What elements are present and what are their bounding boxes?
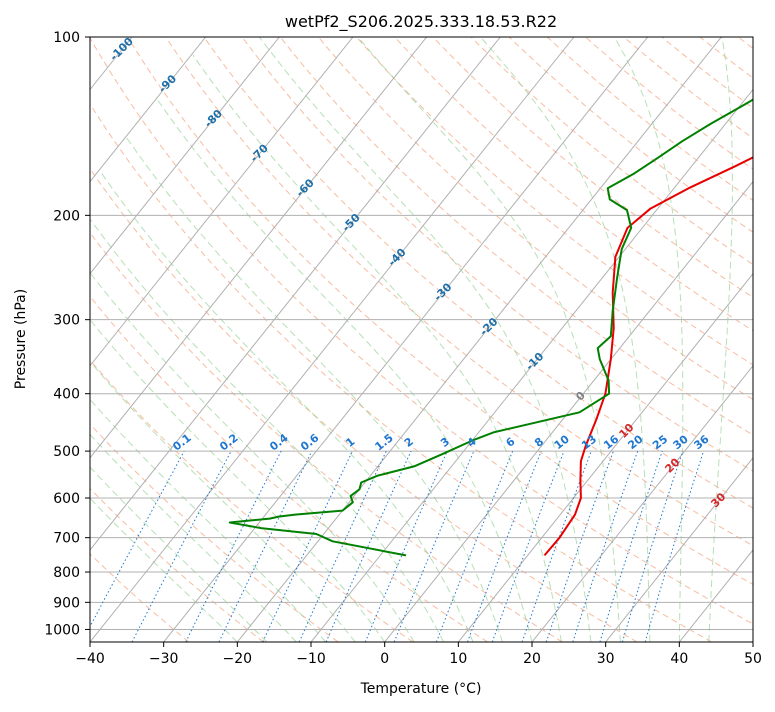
dry-adiabat (0, 37, 338, 642)
isotherm-label: -90 (156, 72, 179, 95)
isotherm-label: -70 (248, 141, 271, 164)
isotherm-label: 20 (662, 455, 682, 475)
y-tick-label: 500 (53, 444, 80, 460)
dry-adiabat (738, 37, 775, 642)
chart-title: wetPf2_S206.2025.333.18.53.R22 (285, 12, 557, 32)
y-tick-label: 800 (53, 565, 80, 581)
isotherm-label: -50 (340, 211, 363, 234)
isotherm-line (606, 37, 775, 642)
dewpoint-profile-line (230, 37, 775, 555)
mixing-ratio-label: 6 (504, 435, 518, 450)
mixing-ratio-label: 30 (671, 432, 691, 452)
mixing-ratio-line (600, 451, 663, 642)
x-tick-label: −30 (149, 651, 179, 667)
mixing-ratio-label: 0.1 (170, 431, 193, 453)
dry-adiabat (90, 37, 775, 642)
isotherm-line (0, 37, 353, 642)
isotherm-line (0, 37, 58, 642)
dry-adiabat (0, 37, 488, 642)
mixing-ratio-label: 25 (650, 433, 670, 453)
x-axis-label: Temperature (°C) (360, 681, 482, 697)
x-tick-label: −40 (75, 651, 105, 667)
mixing-ratio-label: 0.2 (217, 431, 240, 453)
isotherm-label: -20 (477, 315, 500, 338)
x-tick-label: 0 (380, 651, 389, 667)
dry-adiabat (242, 37, 775, 642)
y-tick-label: 1000 (44, 622, 80, 638)
mixing-ratio-line (645, 451, 703, 642)
mixing-ratio-line (263, 451, 353, 642)
isotherm-line (458, 37, 775, 642)
moist-adiabat (126, 137, 503, 642)
mixing-ratio-label: 3 (438, 435, 452, 450)
dry-adiabat (357, 37, 775, 642)
mixing-ratio-label: 2 (402, 435, 416, 450)
mixing-ratio-label: 0.4 (267, 431, 291, 453)
y-axis-label: Pressure (hPa) (13, 289, 29, 389)
isotherm-label: -60 (294, 176, 317, 199)
moist-adiabat (0, 309, 296, 642)
y-tick-label: 100 (53, 30, 80, 46)
mixing-ratio-line (622, 451, 683, 642)
mixing-ratio-label: 0.6 (298, 431, 322, 453)
y-tick-label: 900 (53, 595, 80, 611)
x-tick-label: 40 (670, 651, 688, 667)
isotherm-line (237, 37, 721, 642)
isotherm-line (16, 37, 500, 642)
x-tick-label: 20 (523, 651, 541, 667)
y-tick-label: 700 (53, 531, 80, 547)
x-tick-label: −10 (296, 651, 326, 667)
isotherm-line (753, 37, 775, 642)
isotherm-line (0, 37, 206, 642)
dry-adiabat (586, 37, 775, 642)
dry-adiabat (700, 37, 775, 642)
isotherm-label: 40 (754, 525, 774, 545)
moist-adiabat (5, 291, 326, 642)
dry-adiabat (395, 37, 775, 642)
moist-adiabat (77, 200, 444, 642)
isotherm-label: -30 (431, 280, 454, 303)
mixing-ratio-line (468, 451, 542, 642)
moist-adiabat (709, 37, 733, 642)
x-tick-label: 10 (449, 651, 467, 667)
mixing-ratio-label: 1.5 (372, 431, 395, 453)
moist-adiabat (193, 55, 562, 642)
y-tick-label: 600 (53, 491, 80, 507)
x-tick-label: 30 (597, 651, 615, 667)
mixing-ratio-line (436, 451, 512, 642)
moist-adiabat (99, 170, 473, 642)
isotherm-line (0, 37, 279, 642)
mixing-ratio-label: 10 (552, 432, 572, 452)
dry-adiabat (547, 37, 775, 642)
y-tick-label: 400 (53, 387, 80, 403)
mixing-ratio-line (365, 451, 447, 642)
isotherm-label: -10 (523, 350, 546, 373)
moist-adiabat (481, 37, 650, 642)
mixing-ratio-label: 16 (601, 432, 621, 452)
mixing-ratio-line (219, 451, 312, 642)
dry-adiabat (0, 37, 562, 642)
y-tick-label: 200 (53, 208, 80, 224)
dry-adiabat (0, 37, 264, 642)
moist-adiabat (358, 37, 621, 642)
dry-adiabat (471, 37, 775, 642)
isotherm-line (164, 37, 648, 642)
moist-adiabat (158, 101, 532, 643)
x-tick-label: −20 (223, 651, 253, 667)
isotherm-label: 30 (708, 490, 728, 510)
moist-adiabat (0, 343, 237, 643)
dry-adiabat (166, 37, 775, 642)
isotherm-label: -80 (202, 107, 225, 130)
isotherm-label: -100 (107, 35, 136, 64)
x-tick-label: 50 (744, 651, 762, 667)
y-tick-label: 300 (53, 313, 80, 329)
dry-adiabat (433, 37, 775, 642)
isotherm-label: -40 (385, 246, 408, 269)
